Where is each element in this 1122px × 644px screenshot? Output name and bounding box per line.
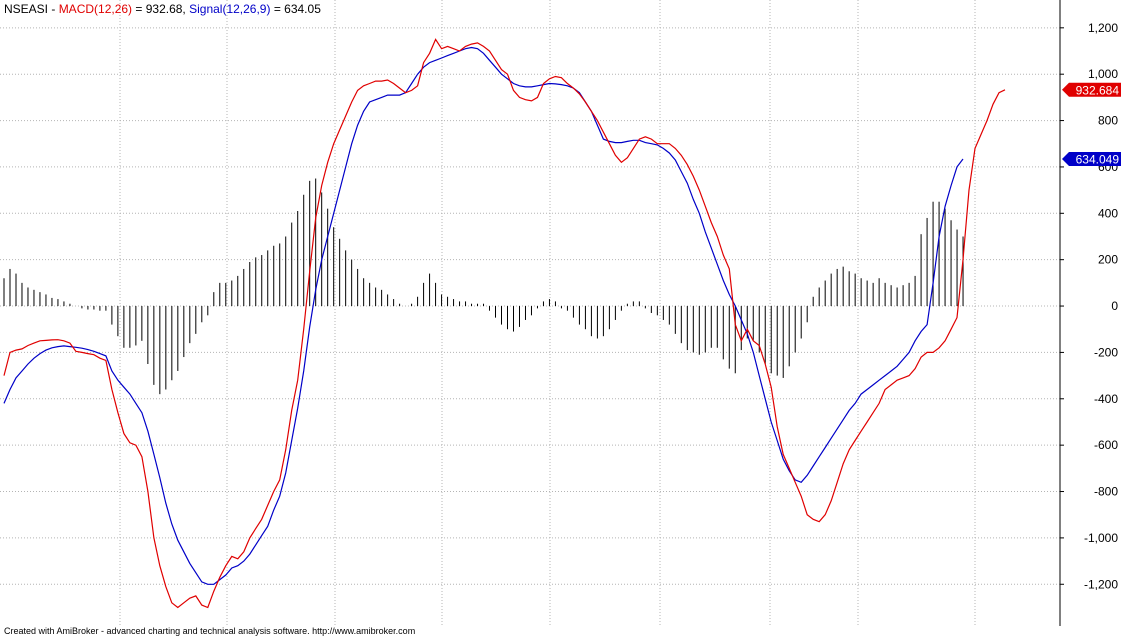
y-tick-label: -800 <box>1094 485 1118 499</box>
y-tick-label: 200 <box>1098 253 1118 267</box>
y-tick-label: 1,000 <box>1088 67 1118 81</box>
signal-legend-value: = 634.05 <box>270 2 321 16</box>
footer-credit: Created with AmiBroker - advanced charti… <box>4 626 415 636</box>
macd-legend-value: = 932.68, <box>132 2 189 16</box>
macd-tag-text: 932.684 <box>1076 83 1120 97</box>
symbol-label: NSEASI <box>4 2 48 16</box>
signal-value-tag: 634.049 <box>1062 152 1121 167</box>
y-tick-label: 800 <box>1098 114 1118 128</box>
y-tick-label: 0 <box>1111 299 1118 313</box>
y-tick-label: -600 <box>1094 438 1118 452</box>
y-tick-label: 400 <box>1098 206 1118 220</box>
y-tick-label: -400 <box>1094 392 1118 406</box>
y-tick-label: 1,200 <box>1088 21 1118 35</box>
title-separator: - <box>48 2 59 16</box>
y-tick-label: -1,200 <box>1084 577 1118 591</box>
chart-title: NSEASI - MACD(12,26) = 932.68, Signal(12… <box>4 2 321 16</box>
y-tick-label: -1,000 <box>1084 531 1118 545</box>
signal-legend-label: Signal(12,26,9) <box>189 2 270 16</box>
grid-layer <box>0 0 1060 626</box>
macd-value-tag: 932.684 <box>1062 83 1121 98</box>
macd-legend-label: MACD(12,26) <box>59 2 132 16</box>
signal-tag-text: 634.049 <box>1076 153 1120 167</box>
y-tick-label: -200 <box>1094 345 1118 359</box>
histogram-layer <box>4 179 963 395</box>
